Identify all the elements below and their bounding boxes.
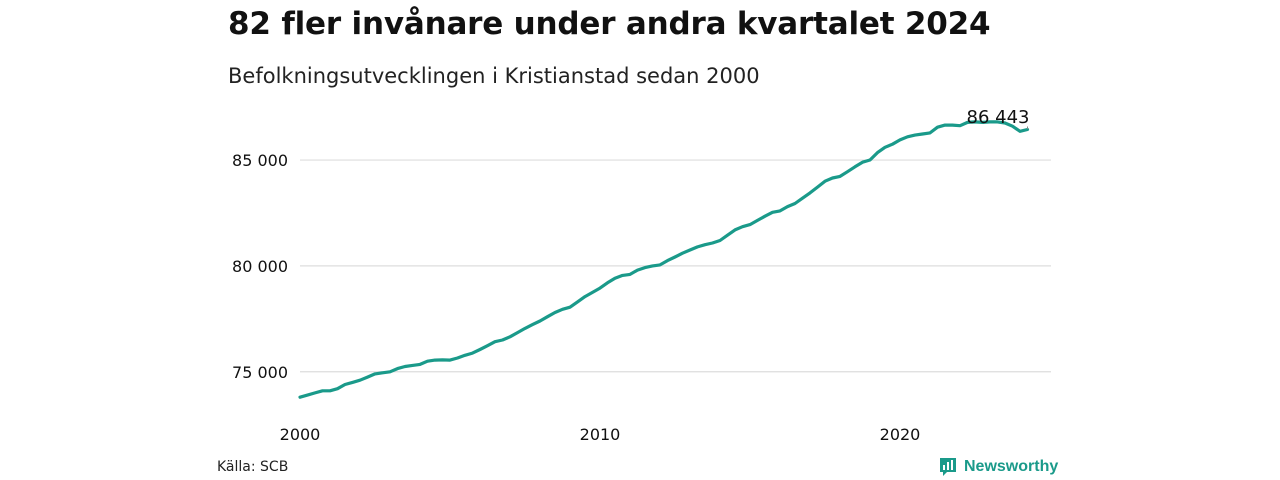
y-tick-label: 80 000 (232, 257, 288, 276)
y-tick-label: 85 000 (232, 151, 288, 170)
x-tick-label: 2000 (280, 425, 321, 444)
chart-title: 82 fler invånare under andra kvartalet 2… (228, 6, 991, 42)
newsworthy-logo: Newsworthy (938, 456, 1058, 478)
chart-subtitle: Befolkningsutvecklingen i Kristianstad s… (228, 64, 760, 88)
end-value-label: 86 443 (967, 107, 1030, 128)
logo-text: Newsworthy (964, 458, 1059, 475)
newsworthy-bar-chart-icon (940, 458, 956, 476)
x-tick-label: 2020 (880, 425, 921, 444)
y-tick-label: 75 000 (232, 363, 288, 382)
source-note: Källa: SCB (217, 459, 289, 475)
series-line (298, 120, 1030, 399)
x-tick-label: 2010 (580, 425, 621, 444)
